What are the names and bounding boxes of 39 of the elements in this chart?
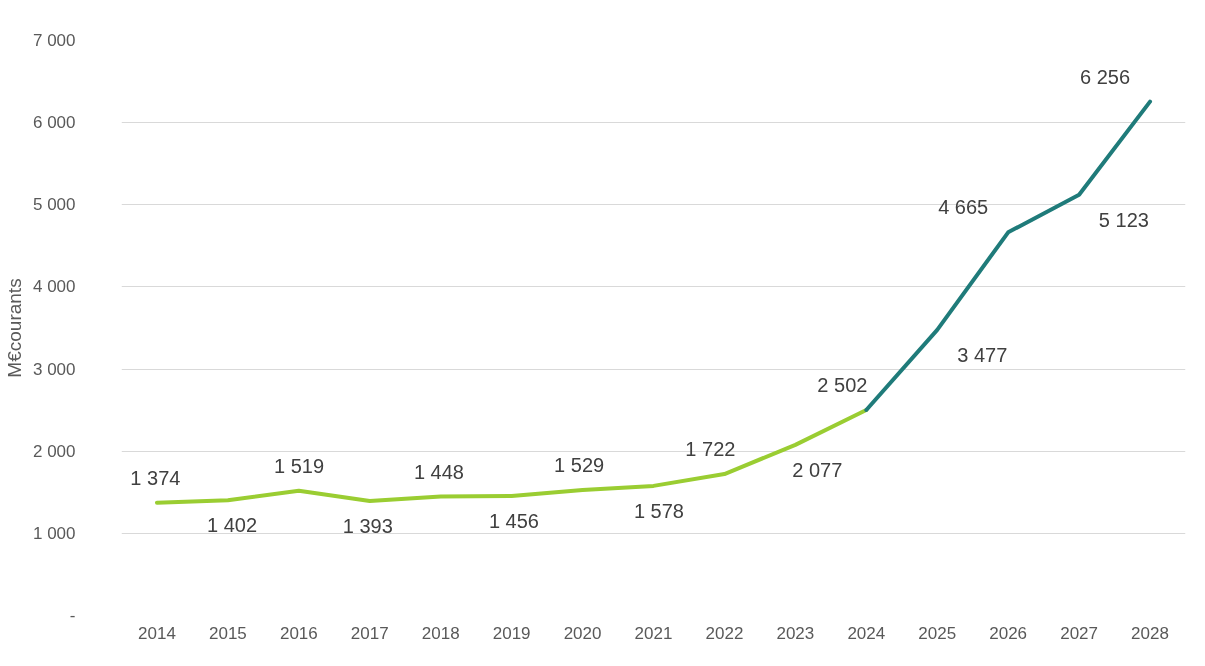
data-label: 1 578 <box>633 499 684 522</box>
data-label: 1 374 <box>130 466 181 489</box>
data-label: 1 519 <box>274 454 325 477</box>
x-tick-label: 2018 <box>421 623 460 643</box>
x-tick-label: 2027 <box>1060 623 1099 643</box>
data-label: 2 502 <box>817 373 868 396</box>
x-tick-label: 2016 <box>279 623 318 643</box>
data-label: 1 448 <box>413 460 464 483</box>
x-tick-label: 2025 <box>918 623 957 643</box>
data-label: 1 402 <box>206 514 258 537</box>
x-tick-label: 2022 <box>705 623 744 643</box>
y-tick-label: 2 000 <box>32 441 76 461</box>
x-tick-label: 2023 <box>776 623 815 643</box>
x-tick-label: 2015 <box>208 623 247 643</box>
x-tick-label: 2021 <box>634 623 673 643</box>
y-tick-label: 3 000 <box>32 359 76 379</box>
data-label: 4 665 <box>938 196 989 219</box>
data-label: 1 456 <box>488 509 539 532</box>
x-tick-label: 2020 <box>563 623 602 643</box>
data-label: 3 477 <box>957 343 1008 366</box>
x-tick-label: 2019 <box>492 623 531 643</box>
y-axis-title: M€courants <box>3 278 25 378</box>
y-tick-label: 1 000 <box>32 523 76 543</box>
x-tick-label: 2014 <box>138 623 176 643</box>
data-label: 6 256 <box>1080 65 1131 88</box>
x-tick-label: 2024 <box>847 623 886 643</box>
y-tick-label: - <box>69 606 76 625</box>
data-label: 1 722 <box>685 438 736 461</box>
y-tick-label: 5 000 <box>32 195 76 215</box>
x-tick-label: 2026 <box>989 623 1028 643</box>
data-label: 1 393 <box>342 515 393 538</box>
x-tick-label: 2028 <box>1131 623 1169 643</box>
y-tick-label: 6 000 <box>32 113 76 133</box>
x-tick-label: 2017 <box>350 623 389 643</box>
data-label: 5 123 <box>1098 208 1149 231</box>
data-label: 2 077 <box>792 458 843 481</box>
y-tick-label: 4 000 <box>32 277 76 297</box>
data-label: 1 529 <box>554 453 605 476</box>
y-tick-label: 7 000 <box>32 31 76 50</box>
